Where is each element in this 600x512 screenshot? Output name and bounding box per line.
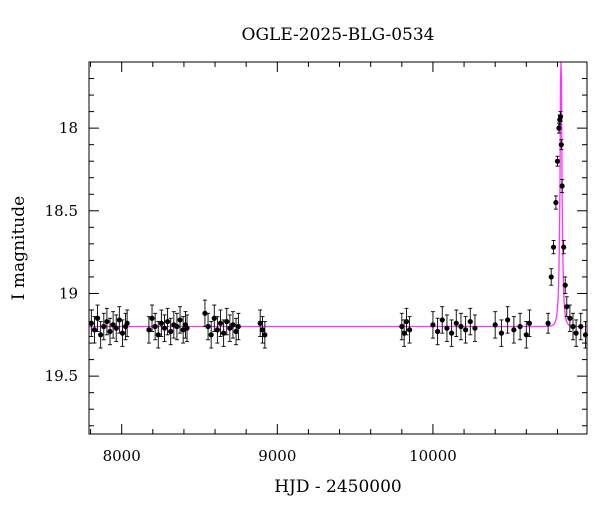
data-point bbox=[94, 315, 101, 321]
data-point bbox=[149, 315, 155, 321]
data-point bbox=[558, 142, 564, 148]
data-point bbox=[399, 323, 405, 330]
data-point bbox=[570, 323, 576, 330]
data-point bbox=[498, 330, 505, 336]
data-point bbox=[110, 322, 116, 328]
data-point bbox=[458, 323, 464, 330]
data-point bbox=[557, 113, 564, 120]
y-axis-label: I magnitude bbox=[9, 196, 29, 300]
data-point bbox=[553, 199, 559, 206]
data-point bbox=[208, 332, 214, 338]
data-point bbox=[161, 325, 168, 331]
data-point bbox=[227, 325, 233, 331]
data-point bbox=[505, 317, 511, 323]
data-point bbox=[233, 328, 239, 335]
data-layer bbox=[88, 111, 589, 349]
data-point bbox=[259, 327, 266, 333]
y-tick-label: 19 bbox=[59, 284, 78, 302]
y-tick-label: 19.5 bbox=[45, 367, 78, 385]
data-point bbox=[101, 323, 107, 330]
data-point bbox=[180, 327, 186, 333]
data-point bbox=[257, 320, 263, 326]
data-point bbox=[113, 325, 119, 331]
data-point bbox=[467, 318, 473, 325]
data-point bbox=[526, 320, 533, 326]
plot-frame bbox=[88, 61, 588, 435]
data-point bbox=[116, 317, 122, 323]
data-point bbox=[439, 317, 445, 323]
data-point bbox=[435, 328, 441, 335]
data-point bbox=[444, 325, 450, 331]
x-tick-label: 8000 bbox=[103, 447, 141, 465]
data-point bbox=[548, 274, 554, 280]
data-point bbox=[88, 320, 94, 326]
data-point bbox=[449, 330, 455, 336]
data-point bbox=[202, 310, 208, 316]
data-point bbox=[545, 320, 551, 326]
data-point bbox=[550, 244, 557, 250]
data-point bbox=[567, 315, 573, 321]
data-point bbox=[174, 323, 180, 330]
data-point bbox=[164, 318, 171, 325]
data-point bbox=[403, 318, 410, 325]
data-point bbox=[217, 320, 224, 326]
data-point bbox=[562, 282, 568, 288]
chart-title: OGLE-2025-BLG-0534 bbox=[242, 25, 435, 45]
data-point bbox=[177, 317, 183, 323]
y-tick-label: 18 bbox=[59, 119, 78, 137]
data-point bbox=[124, 320, 130, 326]
data-point bbox=[511, 327, 517, 333]
data-point bbox=[406, 327, 413, 333]
data-point bbox=[214, 327, 220, 333]
x-tick-label: 9000 bbox=[258, 447, 296, 465]
data-point bbox=[230, 322, 236, 328]
data-point bbox=[107, 328, 113, 335]
data-point bbox=[104, 318, 110, 325]
data-point bbox=[561, 244, 567, 250]
data-point bbox=[98, 332, 104, 338]
model-curve bbox=[89, 61, 588, 328]
tick-labels: 8000 9000 10000 18 18.5 19 19.5 bbox=[45, 119, 457, 465]
data-point bbox=[453, 320, 459, 326]
model-layer bbox=[89, 61, 588, 328]
axis-ticks bbox=[89, 62, 587, 434]
data-point bbox=[430, 322, 436, 328]
data-point bbox=[554, 158, 561, 164]
data-point bbox=[463, 327, 469, 333]
data-point bbox=[578, 323, 584, 330]
data-point bbox=[168, 328, 174, 335]
data-point bbox=[559, 183, 565, 189]
data-point bbox=[184, 325, 190, 331]
data-point bbox=[235, 323, 241, 330]
data-point bbox=[492, 322, 498, 328]
data-point bbox=[205, 323, 211, 330]
data-point bbox=[517, 323, 523, 330]
data-point bbox=[262, 332, 268, 338]
data-point bbox=[119, 330, 126, 336]
x-axis-label: HJD - 2450000 bbox=[274, 477, 402, 497]
data-point bbox=[158, 320, 164, 326]
data-point bbox=[573, 330, 579, 336]
data-point bbox=[224, 318, 230, 325]
data-point bbox=[472, 325, 478, 331]
data-point bbox=[152, 323, 158, 330]
data-point bbox=[556, 125, 562, 131]
y-tick-label: 18.5 bbox=[45, 202, 78, 220]
x-tick-label: 10000 bbox=[409, 447, 457, 465]
